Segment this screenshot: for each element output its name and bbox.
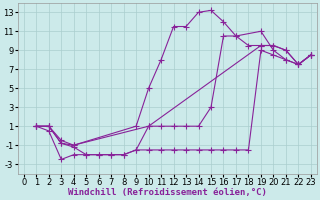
X-axis label: Windchill (Refroidissement éolien,°C): Windchill (Refroidissement éolien,°C) bbox=[68, 188, 267, 197]
